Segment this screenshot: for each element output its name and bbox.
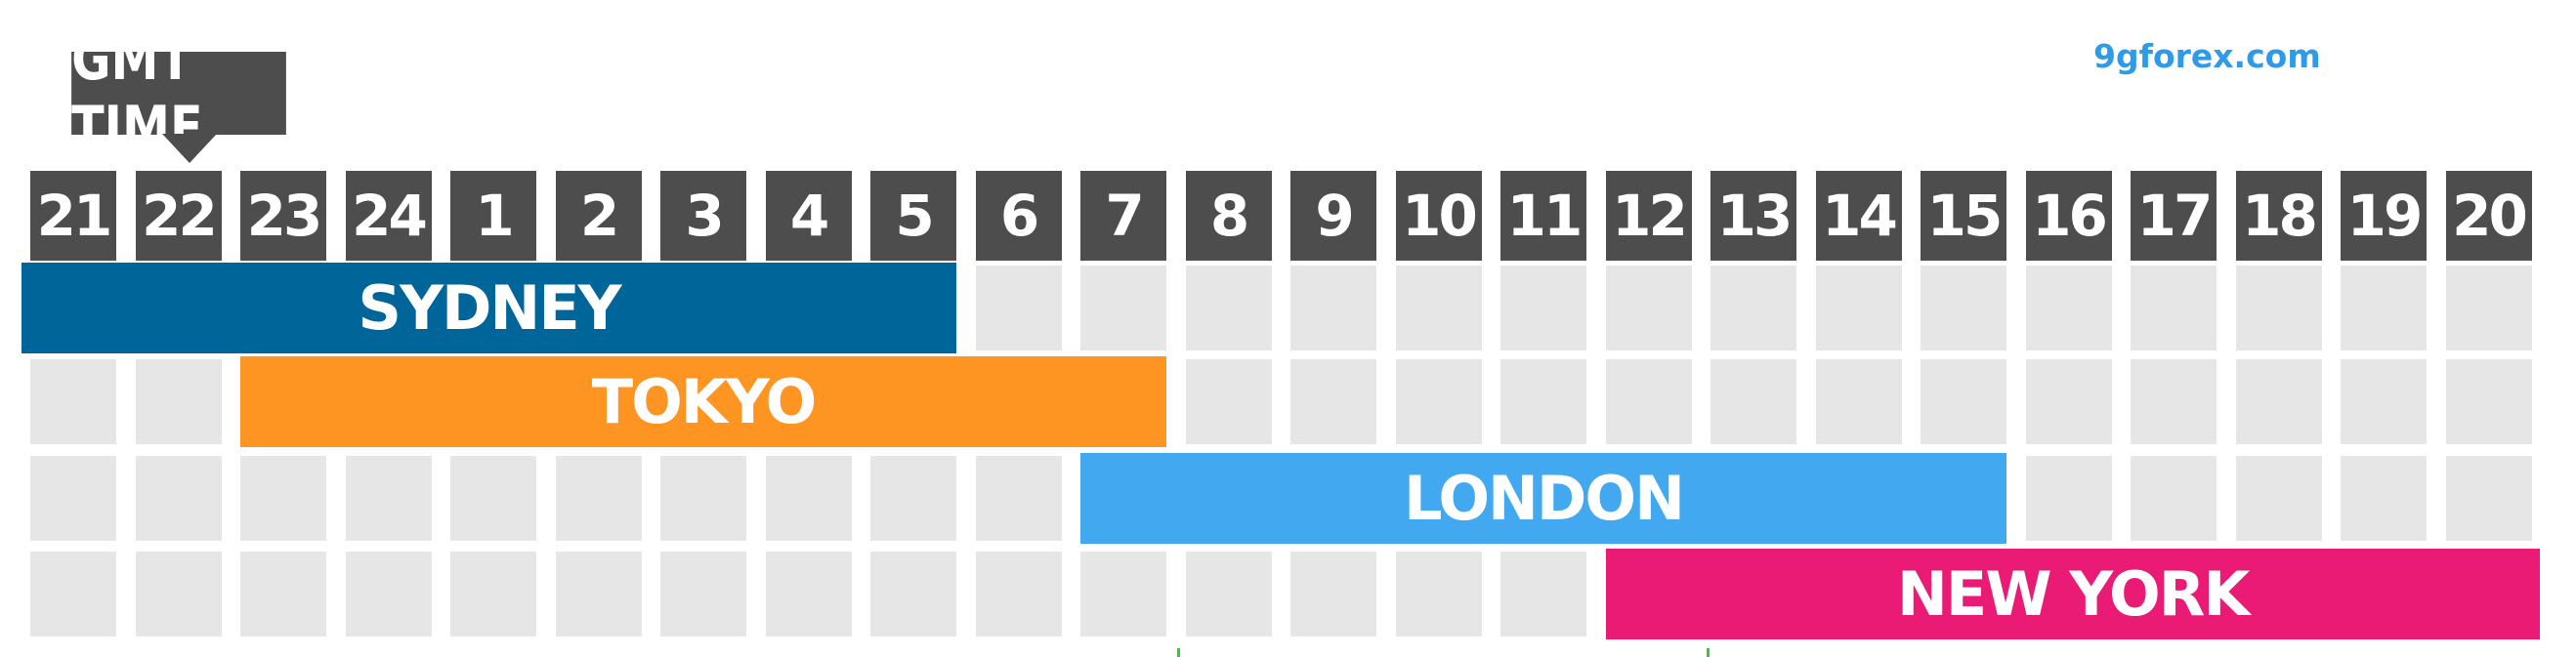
- hour-cell: 21: [30, 171, 116, 261]
- grid-cell: [2341, 456, 2427, 541]
- grid-cell: [345, 456, 432, 541]
- grid-cell: [1710, 266, 1796, 350]
- grid-cell: [870, 552, 956, 636]
- grid-cell: [2341, 266, 2427, 350]
- hour-cell: 20: [2445, 171, 2532, 261]
- grid-cell: [2445, 266, 2532, 350]
- grid-cell: [1290, 552, 1376, 636]
- grid-cell: [1815, 359, 1902, 444]
- grid-cell: [1080, 552, 1166, 636]
- hour-cell: 15: [1921, 171, 2006, 261]
- hour-cell: 7: [1080, 171, 1166, 261]
- hour-cell: 19: [2341, 171, 2427, 261]
- hour-cell: 10: [1395, 171, 1482, 261]
- grid-cell: [240, 552, 326, 636]
- grid-cell: [1185, 552, 1272, 636]
- grid-cell: [240, 456, 326, 541]
- session-bar-new-york: NEW YORK: [1605, 549, 2540, 639]
- tick-mark: [1707, 648, 1710, 657]
- grid-cell: [2235, 266, 2322, 350]
- hour-cell: 11: [1500, 171, 1586, 261]
- grid-cell: [1921, 266, 2006, 350]
- grid-cell: [765, 552, 852, 636]
- grid-cell: [2341, 359, 2427, 444]
- grid-cell: [1290, 266, 1376, 350]
- hour-cell: 22: [135, 171, 222, 261]
- grid-cell: [135, 359, 222, 444]
- session-bar-sydney: SYDNEY: [21, 263, 956, 353]
- hour-cell: 12: [1605, 171, 1692, 261]
- grid-cell: [2235, 359, 2322, 444]
- grid-cell: [1080, 266, 1166, 350]
- grid-cell: [1605, 359, 1692, 444]
- hour-cell: 6: [975, 171, 1062, 261]
- hour-cell: 3: [660, 171, 746, 261]
- grid-cell: [1710, 359, 1796, 444]
- grid-cell: [2025, 456, 2112, 541]
- tick-mark: [1177, 648, 1180, 657]
- grid-cell: [660, 552, 746, 636]
- grid-cell: [30, 552, 116, 636]
- hour-cell: 23: [240, 171, 326, 261]
- hour-cell: 4: [765, 171, 852, 261]
- grid-cell: [1605, 266, 1692, 350]
- session-bar-tokyo: TOKYO: [240, 356, 1166, 447]
- grid-cell: [1185, 359, 1272, 444]
- gmt-pointer-icon: [162, 134, 217, 163]
- hour-cell: 18: [2235, 171, 2322, 261]
- grid-cell: [2445, 359, 2532, 444]
- grid-cell: [135, 552, 222, 636]
- grid-cell: [2445, 456, 2532, 541]
- hour-cell: 8: [1185, 171, 1272, 261]
- grid-cell: [2235, 456, 2322, 541]
- grid-cell: [1395, 359, 1482, 444]
- hour-cell: 16: [2025, 171, 2112, 261]
- grid-cell: [2131, 266, 2217, 350]
- grid-cell: [30, 359, 116, 444]
- grid-cell: [450, 552, 536, 636]
- grid-cell: [2131, 359, 2217, 444]
- grid-cell: [2025, 266, 2112, 350]
- grid-cell: [555, 552, 642, 636]
- hour-cell: 13: [1710, 171, 1796, 261]
- grid-cell: [1921, 359, 2006, 444]
- grid-cell: [765, 456, 852, 541]
- grid-cell: [2025, 359, 2112, 444]
- grid-cell: [30, 456, 116, 541]
- hour-cell: 5: [870, 171, 956, 261]
- gmt-time-label: GMT TIME: [71, 25, 286, 162]
- hour-cell: 17: [2131, 171, 2217, 261]
- hour-cell: 9: [1290, 171, 1376, 261]
- grid-cell: [975, 552, 1062, 636]
- grid-cell: [1815, 266, 1902, 350]
- grid-cell: [660, 456, 746, 541]
- grid-cell: [1500, 266, 1586, 350]
- grid-cell: [555, 456, 642, 541]
- grid-cell: [1395, 266, 1482, 350]
- grid-cell: [1290, 359, 1376, 444]
- grid-cell: [450, 456, 536, 541]
- grid-cell: [1500, 359, 1586, 444]
- hour-cell: 2: [555, 171, 642, 261]
- grid-cell: [135, 456, 222, 541]
- grid-cell: [975, 456, 1062, 541]
- grid-cell: [1500, 552, 1586, 636]
- watermark: 9gforex.com: [2093, 36, 2321, 75]
- grid-cell: [1185, 266, 1272, 350]
- session-bar-london: LONDON: [1080, 453, 2006, 544]
- hour-cell: 14: [1815, 171, 1902, 261]
- grid-cell: [2131, 456, 2217, 541]
- grid-cell: [870, 456, 956, 541]
- grid-cell: [345, 552, 432, 636]
- grid-cell: [1395, 552, 1482, 636]
- grid-cell: [975, 266, 1062, 350]
- hour-cell: 1: [450, 171, 536, 261]
- hour-cell: 24: [345, 171, 432, 261]
